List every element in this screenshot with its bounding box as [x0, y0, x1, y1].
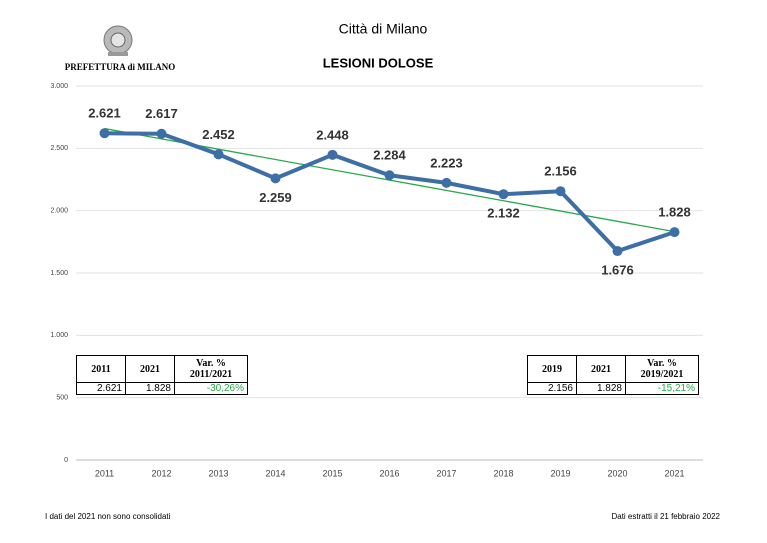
footnote: I dati del 2021 non sono consolidati: [45, 512, 171, 521]
summary-table: 2011 2021 Var. % 2011/2021 2.621 1.828 -30,26%: [76, 355, 248, 395]
data-label: 2.259: [259, 190, 292, 205]
x-tick-label: 2016: [379, 468, 399, 478]
data-label: 2.284: [373, 148, 406, 163]
point: [327, 149, 338, 160]
point: [612, 246, 623, 257]
point: [156, 128, 167, 139]
point: [270, 173, 281, 184]
header-cell: 2011: [76, 355, 126, 383]
data-cell: 1.828: [125, 382, 175, 395]
point: [99, 128, 110, 139]
x-tick-label: 2017: [436, 468, 456, 478]
y-tick-label: 500: [56, 395, 68, 402]
data-label: 1.828: [658, 205, 691, 220]
city: Città di Milano: [339, 21, 428, 37]
var-label: Var. %: [196, 358, 226, 369]
point: [555, 186, 566, 197]
x-tick-label: 2014: [265, 468, 285, 478]
data-label: 2.156: [544, 164, 577, 179]
data-label: 2.448: [316, 127, 349, 142]
var-period: 2011/2021: [189, 369, 233, 380]
y-tick-label: 2.000: [50, 208, 68, 215]
header-cell: Var. % 2019/2021: [625, 355, 699, 383]
header-cell: 2019: [527, 355, 577, 383]
point: [498, 189, 509, 200]
data-label: 2.452: [202, 127, 235, 142]
data-label: 1.676: [601, 262, 634, 277]
point: [384, 170, 395, 181]
point: [669, 227, 680, 238]
y-tick-label: 1.000: [50, 332, 68, 339]
data-cell: 1.828: [576, 382, 626, 395]
chart-title: LESIONI DOLOSE: [323, 55, 434, 70]
header-cell: Var. % 2011/2021: [174, 355, 248, 383]
y-tick-label: 3.000: [50, 83, 68, 90]
x-tick-label: 2011: [95, 468, 114, 478]
data-cell: 2.156: [527, 382, 577, 395]
header-cell: 2021: [576, 355, 626, 383]
data-label: 2.617: [145, 106, 178, 121]
data-row: 2.156 1.828 -15,21%: [527, 382, 699, 395]
y-tick-label: 2.500: [50, 145, 68, 152]
x-tick-label: 2021: [664, 468, 684, 478]
var-label: Var. %: [647, 358, 677, 369]
office: PREFETTURA di MILANO: [65, 62, 176, 72]
x-tick-label: 2015: [322, 468, 342, 478]
x-tick-label: 2018: [493, 468, 513, 478]
data-label: 2.621: [88, 106, 121, 121]
x-tick-label: 2013: [208, 468, 228, 478]
x-tick-label: 2020: [607, 468, 627, 478]
x-tick-label: 2019: [550, 468, 570, 478]
source: Dati estratti il 21 febbraio 2022: [611, 512, 720, 521]
data-cell: -30,26%: [174, 382, 248, 395]
data-cell: 2.621: [76, 382, 126, 395]
data-row: 2.621 1.828 -30,26%: [76, 382, 248, 395]
y-tick-label: 1.500: [50, 270, 68, 277]
header-row: 2011 2021 Var. % 2011/2021: [76, 355, 248, 383]
point: [441, 177, 452, 188]
data-label: 2.132: [487, 206, 520, 221]
point: [213, 149, 224, 160]
header-row: 2019 2021 Var. % 2019/2021: [527, 355, 699, 383]
header-cell: 2021: [125, 355, 175, 383]
data-cell: -15,21%: [625, 382, 699, 395]
x-tick-label: 2012: [151, 468, 171, 478]
data-label: 2.223: [430, 155, 463, 170]
var-period: 2019/2021: [640, 369, 684, 380]
y-tick-label: 0: [64, 457, 68, 464]
summary-table: 2019 2021 Var. % 2019/2021 2.156 1.828 -15,21%: [527, 355, 699, 395]
emblem: [103, 25, 133, 56]
